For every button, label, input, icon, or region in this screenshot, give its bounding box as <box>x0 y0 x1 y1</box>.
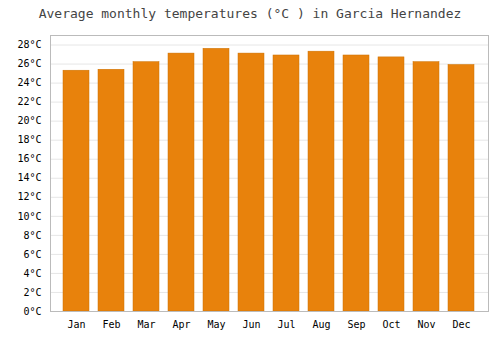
svg-text:22°C: 22°C <box>17 96 41 107</box>
svg-text:4°C: 4°C <box>23 268 41 279</box>
svg-text:10°C: 10°C <box>17 211 41 222</box>
svg-text:2°C: 2°C <box>23 287 41 298</box>
svg-text:28°C: 28°C <box>17 39 41 50</box>
svg-text:18°C: 18°C <box>17 134 41 145</box>
svg-text:Sep: Sep <box>347 319 365 330</box>
svg-text:14°C: 14°C <box>17 172 41 183</box>
svg-text:16°C: 16°C <box>17 153 41 164</box>
svg-text:12°C: 12°C <box>17 191 41 202</box>
svg-text:24°C: 24°C <box>17 77 41 88</box>
svg-text:May: May <box>207 319 225 330</box>
svg-text:6°C: 6°C <box>23 249 41 260</box>
svg-text:0°C: 0°C <box>23 306 41 317</box>
svg-text:8°C: 8°C <box>23 230 41 241</box>
svg-text:26°C: 26°C <box>17 58 41 69</box>
svg-text:Jul: Jul <box>277 319 295 330</box>
svg-text:Oct: Oct <box>382 319 400 330</box>
svg-text:Nov: Nov <box>417 319 435 330</box>
html-text:Average monthly temperatures (: Average monthly temperatures (°C ) in Ga… <box>38 6 462 21</box>
svg-text:Apr: Apr <box>172 319 190 330</box>
svg-text:Aug: Aug <box>312 319 330 330</box>
svg-text:Jun: Jun <box>242 319 260 330</box>
svg-text:Mar: Mar <box>137 319 155 330</box>
svg-text:Feb: Feb <box>102 319 120 330</box>
svg-text:20°C: 20°C <box>17 115 41 126</box>
svg-text:Jan: Jan <box>67 319 85 330</box>
svg-text:Dec: Dec <box>452 319 470 330</box>
